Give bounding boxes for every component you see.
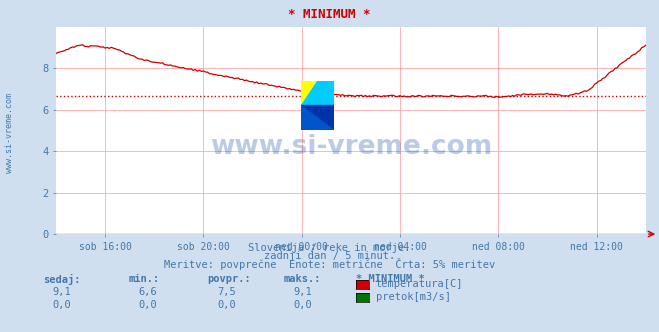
Text: 6,6: 6,6 <box>138 287 157 297</box>
Text: * MINIMUM *: * MINIMUM * <box>356 274 424 284</box>
Polygon shape <box>301 106 333 130</box>
Text: sedaj:: sedaj: <box>43 274 80 285</box>
Text: Meritve: povprečne  Enote: metrične  Črta: 5% meritev: Meritve: povprečne Enote: metrične Črta:… <box>164 258 495 270</box>
Text: zadnji dan / 5 minut.: zadnji dan / 5 minut. <box>264 251 395 261</box>
Text: min.:: min.: <box>129 274 159 284</box>
Text: povpr.:: povpr.: <box>208 274 251 284</box>
Text: 7,5: 7,5 <box>217 287 236 297</box>
Text: maks.:: maks.: <box>283 274 321 284</box>
Text: www.si-vreme.com: www.si-vreme.com <box>5 93 14 173</box>
Text: 9,1: 9,1 <box>53 287 71 297</box>
Text: www.si-vreme.com: www.si-vreme.com <box>210 134 492 160</box>
Text: 0,0: 0,0 <box>293 300 312 310</box>
Text: 9,1: 9,1 <box>293 287 312 297</box>
Text: 0,0: 0,0 <box>138 300 157 310</box>
Text: 0,0: 0,0 <box>217 300 236 310</box>
Polygon shape <box>301 106 333 130</box>
Text: Slovenija / reke in morje.: Slovenija / reke in morje. <box>248 243 411 253</box>
Polygon shape <box>301 81 333 106</box>
Text: * MINIMUM *: * MINIMUM * <box>288 8 371 21</box>
Text: 0,0: 0,0 <box>53 300 71 310</box>
Text: temperatura[C]: temperatura[C] <box>376 279 463 289</box>
Polygon shape <box>301 81 317 106</box>
Text: pretok[m3/s]: pretok[m3/s] <box>376 292 451 302</box>
